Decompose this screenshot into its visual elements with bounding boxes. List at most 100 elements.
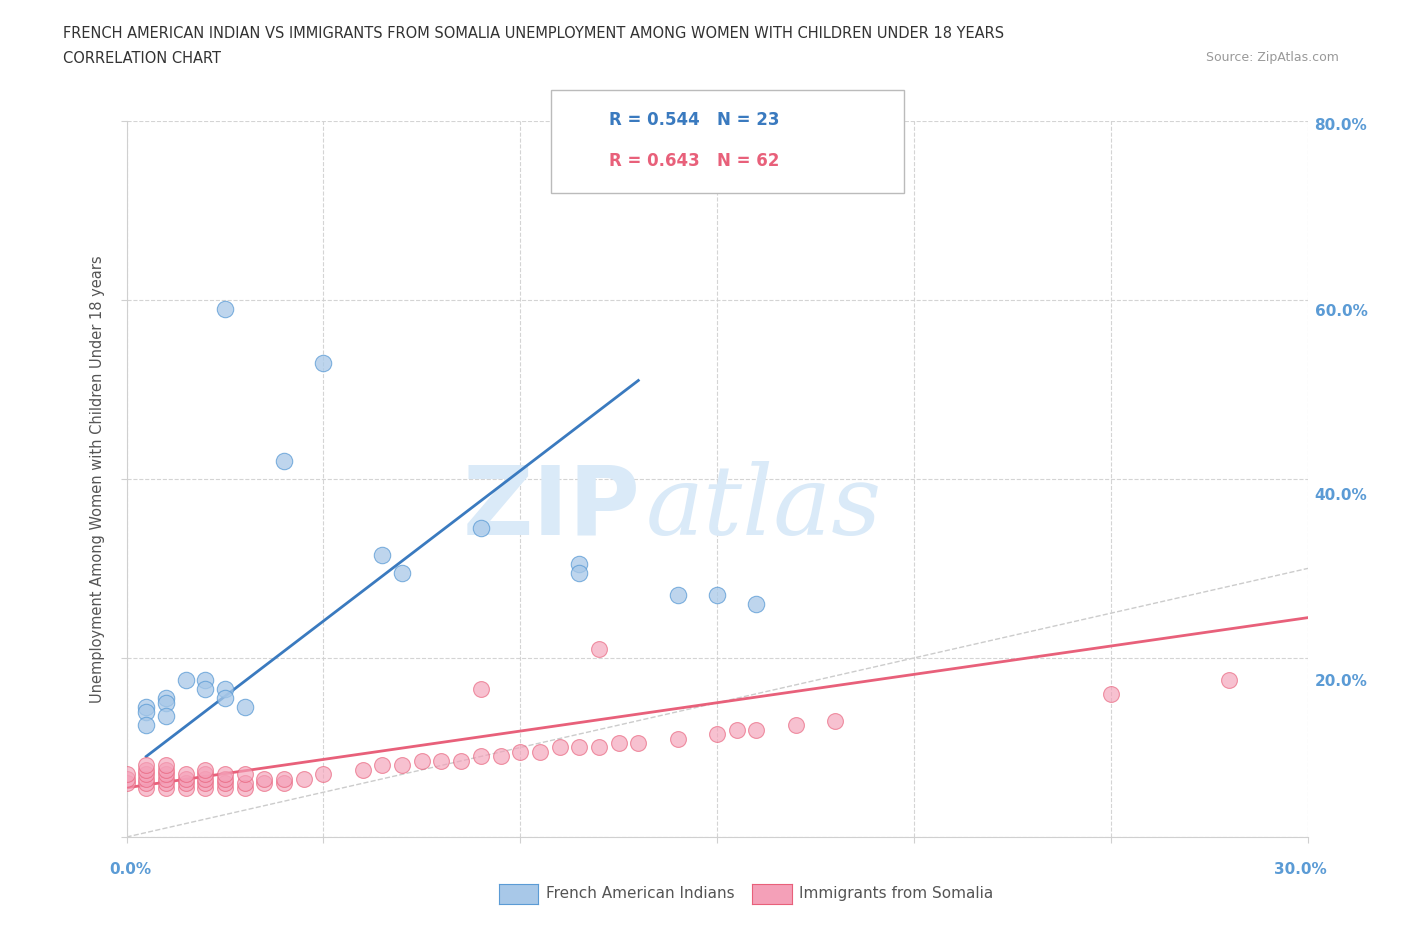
- Point: [352, 763, 374, 777]
- Point: [214, 780, 236, 795]
- Point: [135, 704, 157, 719]
- Point: [233, 780, 256, 795]
- Y-axis label: Unemployment Among Women with Children Under 18 years: Unemployment Among Women with Children U…: [90, 255, 105, 703]
- Text: R = 0.643   N = 62: R = 0.643 N = 62: [609, 152, 779, 170]
- Point: [174, 780, 197, 795]
- Point: [214, 691, 236, 706]
- Point: [115, 767, 138, 782]
- Point: [214, 767, 236, 782]
- Point: [194, 682, 217, 697]
- Point: [312, 767, 335, 782]
- Point: [509, 745, 531, 760]
- Text: atlas: atlas: [647, 460, 883, 554]
- Point: [233, 776, 256, 790]
- Point: [155, 696, 177, 711]
- Point: [666, 731, 689, 746]
- Point: [588, 740, 610, 755]
- Text: 0.0%: 0.0%: [110, 862, 152, 877]
- Text: ZIP: ZIP: [463, 461, 640, 554]
- Point: [155, 758, 177, 773]
- Point: [568, 740, 591, 755]
- Point: [1218, 673, 1240, 688]
- Text: Immigrants from Somalia: Immigrants from Somalia: [799, 886, 993, 901]
- Point: [312, 355, 335, 370]
- Point: [174, 673, 197, 688]
- Point: [194, 673, 217, 688]
- Point: [568, 556, 591, 571]
- Point: [214, 682, 236, 697]
- Text: R = 0.544   N = 23: R = 0.544 N = 23: [609, 111, 779, 129]
- Point: [233, 699, 256, 714]
- Point: [135, 771, 157, 786]
- Point: [214, 771, 236, 786]
- Point: [785, 718, 807, 733]
- Point: [706, 726, 728, 741]
- Point: [430, 753, 453, 768]
- Point: [155, 780, 177, 795]
- Text: 60.0%: 60.0%: [1315, 304, 1368, 319]
- Point: [391, 758, 413, 773]
- Point: [194, 771, 217, 786]
- Point: [1099, 686, 1122, 701]
- Point: [194, 763, 217, 777]
- Point: [115, 771, 138, 786]
- Point: [548, 740, 571, 755]
- Point: [745, 597, 768, 612]
- Text: 40.0%: 40.0%: [1315, 488, 1368, 503]
- Point: [253, 771, 276, 786]
- Text: Source: ZipAtlas.com: Source: ZipAtlas.com: [1205, 51, 1339, 64]
- Point: [155, 709, 177, 724]
- Text: 80.0%: 80.0%: [1315, 118, 1368, 133]
- Point: [411, 753, 433, 768]
- Point: [292, 771, 315, 786]
- Text: FRENCH AMERICAN INDIAN VS IMMIGRANTS FROM SOMALIA UNEMPLOYMENT AMONG WOMEN WITH : FRENCH AMERICAN INDIAN VS IMMIGRANTS FRO…: [63, 26, 1004, 41]
- Point: [706, 588, 728, 603]
- Point: [470, 521, 492, 536]
- Text: French American Indians: French American Indians: [546, 886, 734, 901]
- Text: 20.0%: 20.0%: [1315, 674, 1368, 689]
- Point: [135, 758, 157, 773]
- Point: [627, 736, 650, 751]
- Point: [135, 763, 157, 777]
- Text: CORRELATION CHART: CORRELATION CHART: [63, 51, 221, 66]
- Point: [135, 776, 157, 790]
- Point: [214, 301, 236, 316]
- Point: [273, 771, 295, 786]
- Point: [529, 745, 551, 760]
- Point: [194, 776, 217, 790]
- Point: [745, 722, 768, 737]
- Point: [470, 682, 492, 697]
- Point: [135, 718, 157, 733]
- Point: [391, 565, 413, 580]
- Point: [174, 776, 197, 790]
- Point: [371, 548, 394, 563]
- Text: 30.0%: 30.0%: [1274, 862, 1327, 877]
- Point: [155, 763, 177, 777]
- Point: [214, 776, 236, 790]
- Point: [155, 691, 177, 706]
- Point: [174, 767, 197, 782]
- Point: [155, 771, 177, 786]
- Point: [450, 753, 472, 768]
- Point: [489, 749, 512, 764]
- Point: [607, 736, 630, 751]
- Point: [194, 767, 217, 782]
- Point: [135, 699, 157, 714]
- Point: [135, 767, 157, 782]
- Point: [568, 565, 591, 580]
- Point: [273, 776, 295, 790]
- Point: [725, 722, 748, 737]
- Point: [155, 776, 177, 790]
- Point: [135, 780, 157, 795]
- Point: [253, 776, 276, 790]
- Point: [233, 767, 256, 782]
- Point: [115, 776, 138, 790]
- Point: [824, 713, 846, 728]
- Point: [273, 454, 295, 469]
- Point: [588, 642, 610, 657]
- Point: [470, 749, 492, 764]
- Point: [666, 588, 689, 603]
- Point: [194, 780, 217, 795]
- Point: [174, 771, 197, 786]
- Point: [371, 758, 394, 773]
